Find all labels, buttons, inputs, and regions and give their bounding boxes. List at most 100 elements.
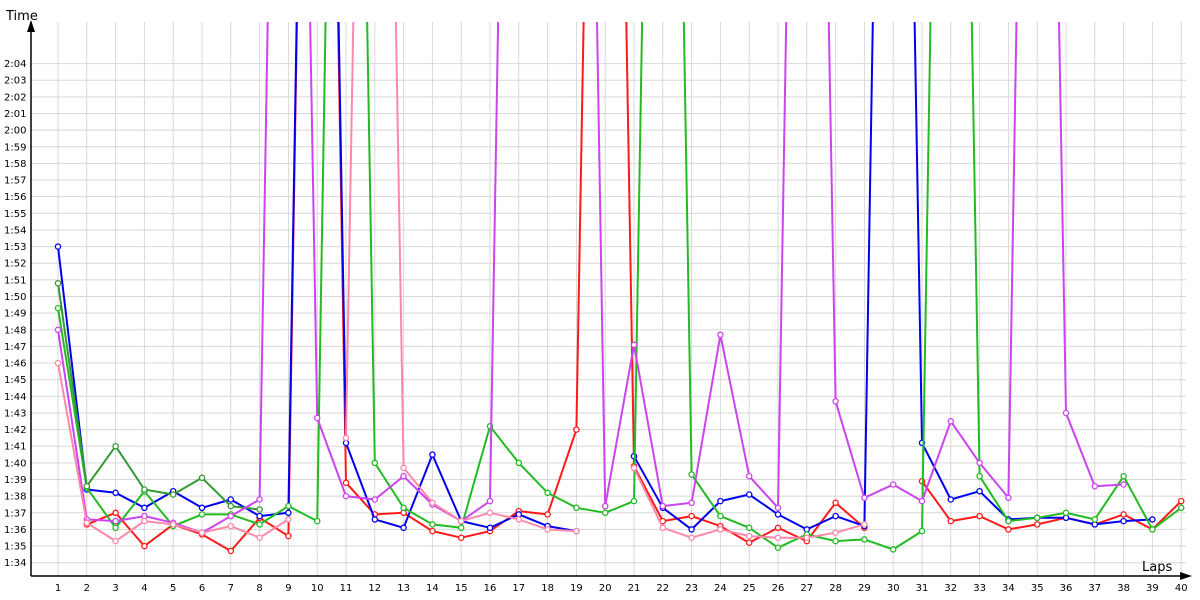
data-point: [947, 496, 955, 503]
data-point: [832, 537, 839, 545]
data-point: [832, 529, 839, 536]
series-line: [57, 22, 1182, 551]
data-point: [947, 418, 955, 425]
y-tick-label: 1:57: [4, 176, 26, 187]
data-point: [141, 517, 148, 525]
y-axis-arrow: [27, 20, 35, 32]
data-point: [630, 497, 638, 505]
data-point: [717, 526, 724, 533]
data-point: [54, 326, 62, 334]
data-point: [54, 279, 62, 287]
data-point: [774, 534, 782, 541]
data-point: [342, 434, 350, 442]
y-tick-label: 1:56: [4, 192, 26, 203]
y-tick-label: 1:40: [4, 458, 26, 469]
data-point: [1149, 526, 1156, 533]
x-axis-title: Laps: [1142, 560, 1172, 575]
x-tick-label: 22: [656, 583, 669, 594]
x-tick-label: 11: [340, 583, 353, 594]
y-tick-label: 1:52: [4, 259, 26, 270]
data-point: [1120, 472, 1127, 480]
data-point: [976, 472, 983, 480]
series-line: [57, 283, 260, 511]
x-tick-label: 40: [1175, 583, 1188, 594]
x-tick-label: 27: [800, 583, 813, 594]
y-tick-label: 2:04: [4, 59, 26, 70]
x-tick-label: 2: [84, 583, 90, 594]
data-point: [285, 502, 292, 510]
x-tick-label: 3: [112, 583, 118, 594]
data-point: [803, 534, 811, 541]
x-tick-label: 4: [141, 583, 147, 594]
data-point: [515, 459, 523, 467]
x-tick-label: 25: [743, 583, 756, 594]
data-point: [429, 521, 436, 528]
data-point: [83, 482, 91, 490]
data-point: [745, 524, 753, 532]
y-tick-label: 1:59: [4, 142, 26, 153]
data-point: [141, 542, 148, 550]
data-point: [976, 487, 983, 495]
data-point: [227, 502, 235, 510]
data-point: [169, 521, 177, 528]
y-axis-title: Time: [5, 9, 38, 24]
data-point: [573, 504, 580, 512]
data-point: [832, 512, 839, 520]
y-tick-label: 1:54: [4, 225, 26, 236]
data-point: [285, 532, 292, 540]
data-point: [1033, 521, 1041, 528]
data-point: [976, 459, 983, 467]
y-tick-label: 1:53: [4, 242, 26, 253]
data-point: [774, 524, 782, 532]
data-point: [889, 546, 897, 553]
data-point: [400, 464, 407, 472]
x-tick-label: 36: [1060, 583, 1073, 594]
data-point: [141, 486, 148, 493]
data-point: [861, 536, 868, 543]
x-tick-label: 37: [1088, 583, 1101, 594]
data-point: [688, 471, 695, 478]
x-tick-label: 19: [570, 583, 583, 594]
axes: [27, 20, 1192, 580]
x-tick-label: 15: [455, 583, 468, 594]
y-tick-label: 1:46: [4, 359, 26, 370]
y-tick-label: 2:01: [4, 109, 26, 120]
data-point: [1120, 511, 1127, 518]
data-point: [515, 516, 523, 523]
x-tick-label: 34: [1002, 583, 1015, 594]
data-point: [745, 472, 753, 480]
data-point: [400, 524, 407, 532]
data-point: [976, 512, 983, 520]
y-tick-label: 1:50: [4, 292, 26, 303]
data-point: [774, 504, 782, 512]
data-point: [659, 524, 667, 532]
data-point: [717, 331, 724, 339]
x-tick-label: 18: [541, 583, 554, 594]
data-point: [1005, 526, 1012, 533]
y-tick-label: 1:37: [4, 508, 26, 519]
x-tick-label: 30: [887, 583, 900, 594]
data-point: [601, 502, 609, 510]
data-point: [141, 504, 148, 512]
data-point: [371, 496, 379, 503]
x-tick-label: 5: [170, 583, 176, 594]
x-tick-label: 6: [199, 583, 205, 594]
y-tick-label: 1:48: [4, 325, 26, 336]
data-point: [861, 521, 868, 528]
data-point: [486, 509, 494, 517]
x-tick-label: 23: [685, 583, 698, 594]
data-point: [688, 534, 695, 541]
data-point: [947, 517, 955, 525]
data-point: [1005, 517, 1012, 525]
data-point: [112, 509, 119, 517]
y-tick-label: 1:58: [4, 159, 26, 170]
data-point: [544, 511, 551, 518]
data-point: [112, 489, 119, 497]
x-tick-label: 26: [772, 583, 785, 594]
x-tick-label: 28: [829, 583, 842, 594]
data-point: [717, 512, 724, 520]
data-point: [256, 521, 263, 528]
x-tick-label: 12: [368, 583, 381, 594]
data-point: [1120, 481, 1127, 488]
